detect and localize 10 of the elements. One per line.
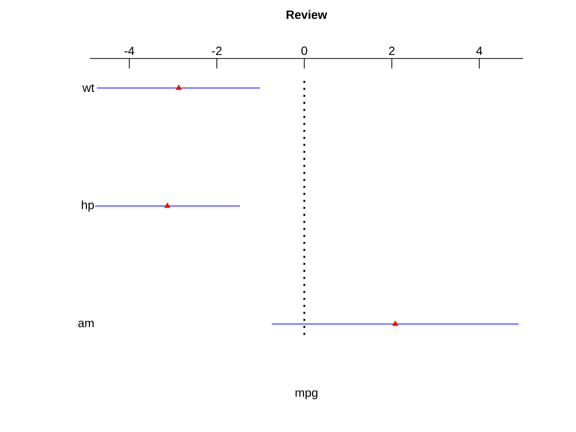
x-tick-label: -2 [212, 46, 222, 55]
x-tick-label: 4 [476, 46, 482, 55]
x-tick-label: -4 [124, 46, 134, 55]
y-tick-label: hp [82, 200, 94, 212]
y-tick-label: wt [82, 84, 94, 92]
x-tick-label: 0 [301, 46, 308, 55]
x-axis-title: mpg [296, 390, 318, 400]
chart-title: Review [286, 10, 328, 19]
y-tick-label: am [78, 320, 94, 328]
x-tick-label: 2 [389, 46, 395, 55]
